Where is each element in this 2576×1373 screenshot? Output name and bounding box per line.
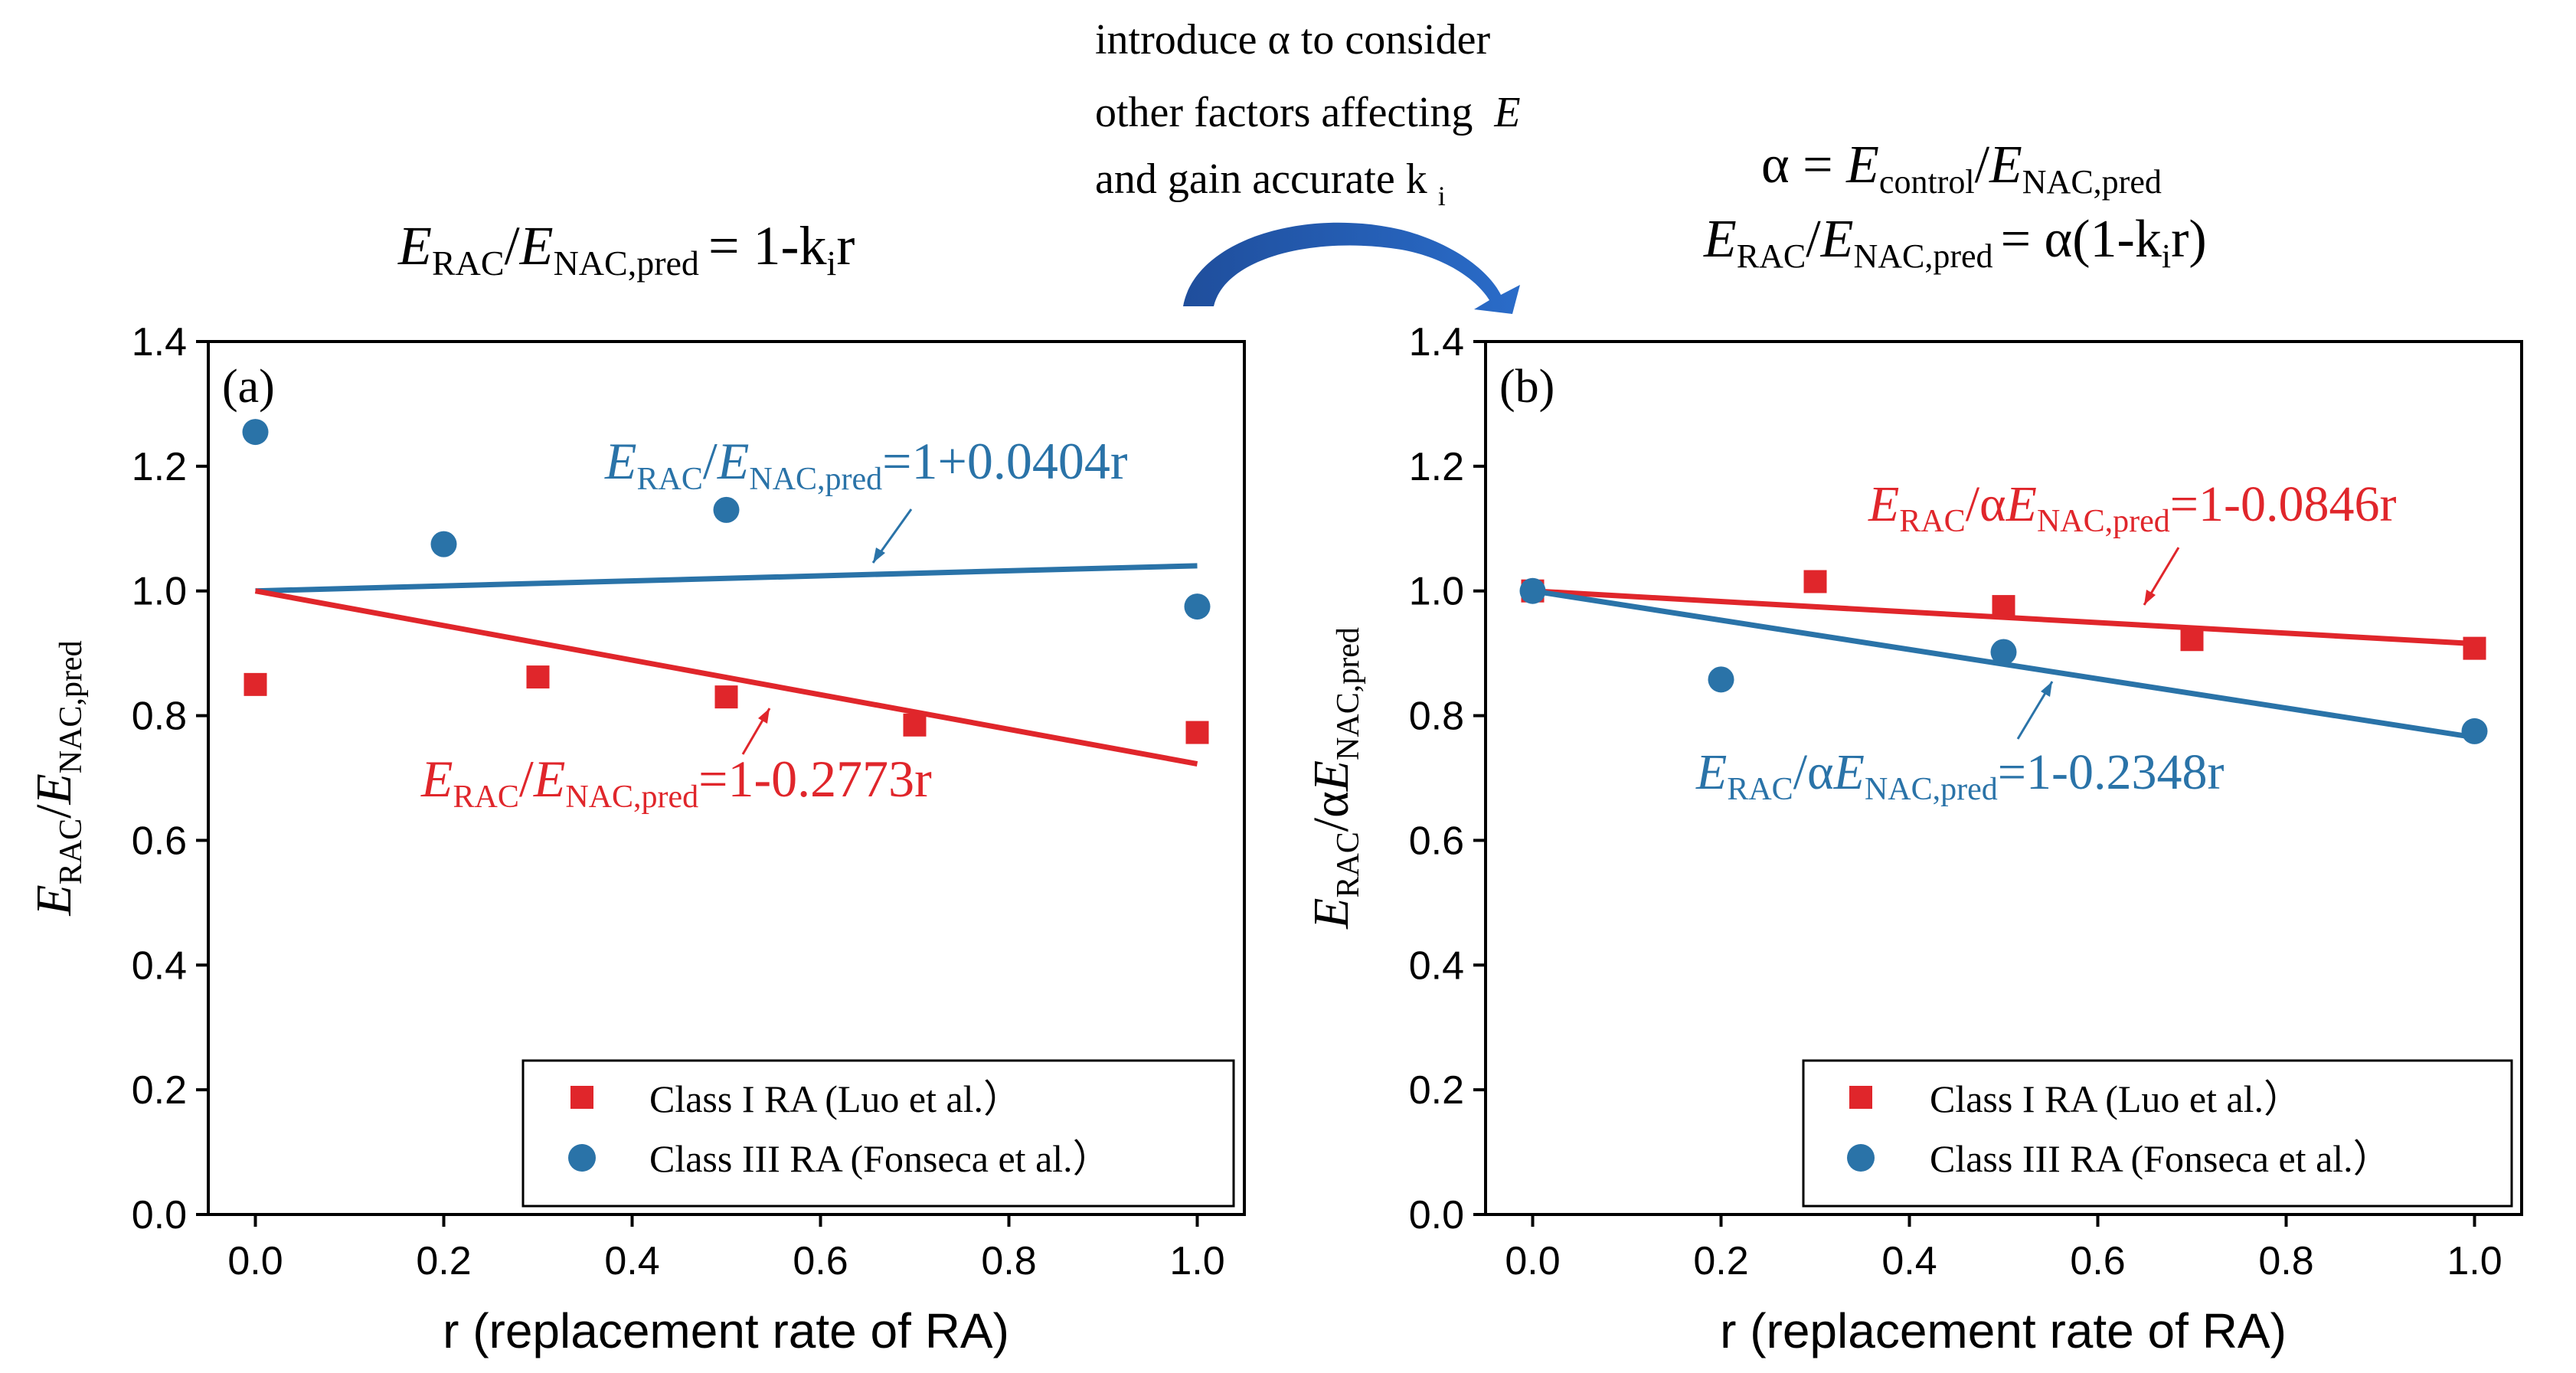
panel-b-point-circle bbox=[2461, 718, 2488, 744]
panel-a-ytick-label: 1.0 bbox=[132, 570, 187, 614]
panel-b-point-square bbox=[1992, 595, 2015, 619]
panel-b-label: (b) bbox=[1499, 361, 1554, 413]
panel-b-header-line-2: ERAC/ENAC,pred = α(1-kir) bbox=[1703, 210, 2207, 275]
panel-a-fit-line-2 bbox=[254, 588, 1198, 767]
panel-a-legend-label-1: Class I RA (Luo et al.） bbox=[649, 1077, 1022, 1120]
panel-b-xlabel: r (replacement rate of RA) bbox=[1720, 1303, 2287, 1358]
annotation-line-2-var: E bbox=[1493, 89, 1520, 136]
panel-b-xtick-label: 0.0 bbox=[1505, 1239, 1560, 1283]
panel-a-legend-label-2: Class III RA (Fonseca et al.） bbox=[649, 1137, 1111, 1180]
annotation-line-3-sub: i bbox=[1438, 181, 1446, 211]
panel-a-pointer-red-head bbox=[758, 708, 770, 724]
panel-a-points bbox=[242, 419, 1211, 744]
panel-a-ytick-label: 1.4 bbox=[132, 320, 187, 364]
panel-a-point-circle bbox=[713, 496, 740, 523]
panel-b-ytick-label: 1.2 bbox=[1409, 445, 1464, 489]
annotation-line-3: and gain accurate k i bbox=[1095, 155, 1446, 211]
annotation-line-2: other factors affecting E bbox=[1095, 89, 1521, 136]
panel-a-ticks: 0.0 0.2 0.4 0.6 0.8 1.0 0.0 0.2 0.4 0.6 0.8 1.0 1.2 1… bbox=[132, 320, 1225, 1283]
panel-b-xtick-label: 0.2 bbox=[1693, 1239, 1748, 1283]
curved-arrow-icon bbox=[1183, 222, 1520, 314]
panel-a-pointer-blue-head bbox=[873, 548, 885, 563]
panel-b-ytick-label: 1.0 bbox=[1409, 570, 1464, 614]
panel-b-legend-square-icon bbox=[1849, 1086, 1872, 1109]
panel-b-fit-label-blue: ERAC/αENAC,pred=1-0.2348r bbox=[1695, 744, 2224, 807]
top-annotation: introduce α to consider other factors af… bbox=[1095, 16, 1521, 314]
panel-a-fit-label-blue: ERAC/ENAC,pred=1+0.0404r bbox=[604, 432, 1128, 497]
panel-a-point-circle bbox=[1184, 593, 1211, 620]
panel-b-point-square bbox=[1803, 570, 1827, 593]
panel-a-legend-circle-icon bbox=[568, 1144, 596, 1172]
panel-b-pointer-red-head bbox=[2144, 590, 2156, 605]
panel-a-xlabel: r (replacement rate of RA) bbox=[443, 1303, 1009, 1358]
panel-a-point-circle bbox=[430, 531, 457, 557]
panel-b-ytick-label: 1.4 bbox=[1409, 320, 1464, 364]
panel-a-fit-line-1 bbox=[255, 563, 1198, 594]
panel-a-point-circle bbox=[242, 419, 269, 446]
panel-b-point-circle bbox=[1519, 577, 1546, 604]
panel-a-fit-label-red: ERAC/ENAC,pred=1-0.2773r bbox=[420, 750, 932, 815]
panel-b-frame bbox=[1484, 340, 2523, 1216]
panel-b-point-circle bbox=[1708, 666, 1734, 693]
panel-b-ticks: 0.0 0.2 0.4 0.6 0.8 1.0 0.0 0.2 0.4 0.6 0.8 1.0 1.2 1… bbox=[1409, 320, 2502, 1283]
panel-a-xtick-label: 1.0 bbox=[1169, 1239, 1224, 1283]
panel-a-ytick-label: 0.0 bbox=[132, 1193, 187, 1237]
panel-a-point-square bbox=[526, 665, 550, 689]
panel-a-point-square bbox=[714, 685, 738, 709]
panel-a-point-square bbox=[1185, 721, 1209, 744]
panel-a-fits bbox=[254, 563, 1198, 767]
panel-a-label: (a) bbox=[222, 361, 275, 413]
panel-b-xtick-label: 1.0 bbox=[2447, 1239, 2502, 1283]
panel-a-ylabel: ERAC/ENAC,pred bbox=[26, 640, 89, 916]
panel-a-ytick-label: 0.8 bbox=[132, 695, 187, 739]
panel-b-ytick-label: 0.0 bbox=[1409, 1193, 1464, 1237]
panel-b: (b) 0.0 0.2 0.4 0.6 0.8 1.0 0.0 0.2 0.4 0.6 0.8 1.0… bbox=[1303, 320, 2523, 1358]
panel-b-ytick-label: 0.2 bbox=[1409, 1068, 1464, 1113]
panel-b-ytick-label: 0.4 bbox=[1409, 943, 1464, 988]
panel-a-point-square bbox=[244, 672, 267, 696]
panel-a-ytick-label: 0.6 bbox=[132, 819, 187, 863]
panel-a-xtick-label: 0.8 bbox=[981, 1239, 1036, 1283]
panel-b-pointer-blue-head bbox=[2041, 682, 2052, 697]
panel-b-legend bbox=[1802, 1059, 2513, 1208]
panel-b-xtick-label: 0.6 bbox=[2070, 1239, 2125, 1283]
panel-b-fit-label-red: ERAC/αENAC,pred=1-0.0846r bbox=[1868, 476, 2396, 539]
annotation-line-1: introduce α to consider bbox=[1095, 16, 1490, 64]
panel-a-xtick-label: 0.6 bbox=[793, 1239, 848, 1283]
panel-a-legend-square-icon bbox=[570, 1086, 593, 1109]
panel-b-ylabel: ERAC/αENAC,pred bbox=[1303, 627, 1366, 930]
panel-b-point-square bbox=[2180, 628, 2204, 652]
panel-b-point-circle bbox=[1990, 639, 2017, 665]
panel-a-xtick-label: 0.2 bbox=[416, 1239, 471, 1283]
panel-a: (a) 0.0 0.2 0.4 0.6 0.8 1.0 0.0 0.2 0.4 0.6 0.8 1.0… bbox=[26, 320, 1246, 1358]
panel-a-xtick-label: 0.4 bbox=[604, 1239, 659, 1283]
panel-b-xtick-label: 0.4 bbox=[1881, 1239, 1937, 1283]
panel-b-legend-label-1: Class I RA (Luo et al.） bbox=[1930, 1077, 2302, 1120]
panel-b-ytick-label: 0.6 bbox=[1409, 819, 1464, 863]
panel-b-header-line-1: α = Econtrol/ENAC,pred bbox=[1761, 136, 2162, 201]
panel-b-points bbox=[1519, 570, 2488, 744]
panel-b-point-square bbox=[2463, 636, 2486, 660]
panel-a-ytick-label: 1.2 bbox=[132, 445, 187, 489]
panel-a-legend bbox=[521, 1059, 1235, 1208]
panel-a-xtick-label: 0.0 bbox=[227, 1239, 283, 1283]
panel-a-ytick-label: 0.4 bbox=[132, 943, 187, 988]
panel-b-legend-circle-icon bbox=[1847, 1144, 1875, 1172]
panel-a-header: ERAC/ENAC,pred = 1-kir bbox=[397, 215, 855, 283]
panel-a-ytick-label: 0.2 bbox=[132, 1068, 187, 1113]
annotation-line-3-text: and gain accurate k bbox=[1095, 155, 1427, 203]
panel-b-legend-label-2: Class III RA (Fonseca et al.） bbox=[1930, 1137, 2391, 1180]
annotation-line-2-text: other factors affecting bbox=[1095, 89, 1473, 136]
panel-b-xtick-label: 0.8 bbox=[2258, 1239, 2313, 1283]
panel-b-ytick-label: 0.8 bbox=[1409, 695, 1464, 739]
panel-a-frame bbox=[207, 340, 1246, 1216]
panel-a-point-square bbox=[903, 713, 927, 737]
